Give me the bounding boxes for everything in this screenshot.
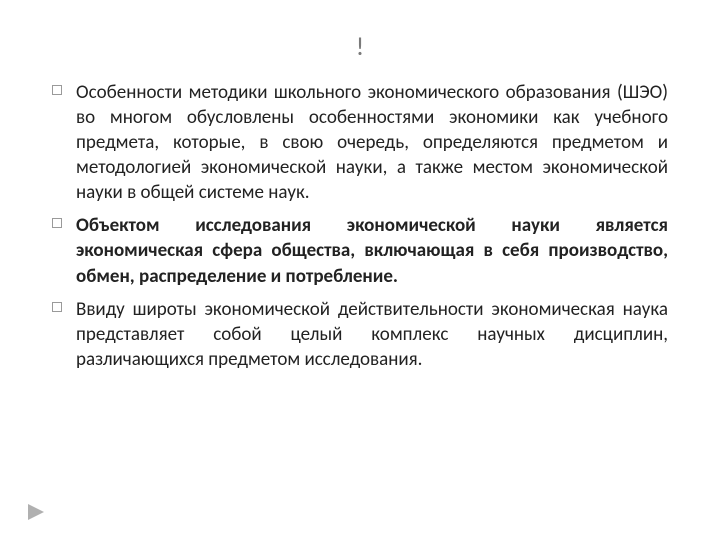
bullet-text: Ввиду широты экономической действительно… (76, 298, 668, 371)
list-item: Объектом исследования экономической наук… (52, 213, 668, 288)
chevron-right-icon (28, 504, 44, 520)
bullet-text: Объектом исследования экономической наук… (76, 214, 668, 287)
bullet-list: Особенности методики школьного экономиче… (52, 80, 668, 372)
list-item: Ввиду широты экономической действительно… (52, 297, 668, 372)
slide: ! Особенности методики школьного экономи… (0, 0, 720, 540)
bullet-text: Особенности методики школьного экономиче… (76, 81, 668, 204)
slide-title: ! (52, 30, 668, 62)
list-item: Особенности методики школьного экономиче… (52, 80, 668, 205)
